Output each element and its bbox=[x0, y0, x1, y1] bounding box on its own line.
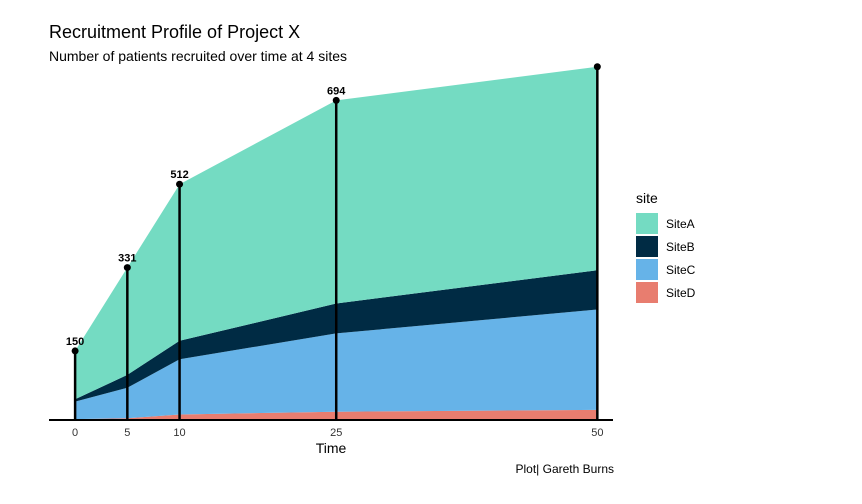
x-tick-label: 50 bbox=[591, 427, 603, 439]
legend: site SiteA SiteB SiteC SiteD bbox=[636, 190, 695, 304]
chart-subtitle: Number of patients recruited over time a… bbox=[49, 48, 348, 64]
legend-item-siteb: SiteB bbox=[636, 235, 695, 258]
total-point-0 bbox=[71, 347, 79, 355]
total-label-3: 694 bbox=[327, 85, 346, 97]
legend-swatch-sitec bbox=[636, 259, 658, 280]
legend-title: site bbox=[636, 190, 658, 206]
x-tick-label: 5 bbox=[124, 427, 130, 439]
legend-swatch-sited bbox=[636, 282, 658, 303]
total-label-0: 150 bbox=[66, 336, 84, 348]
total-label-1: 331 bbox=[118, 253, 136, 265]
x-tick-label: 10 bbox=[173, 427, 185, 439]
legend-label-siteb: SiteB bbox=[666, 239, 695, 254]
legend-item-sitec: SiteC bbox=[636, 258, 695, 281]
legend-label-sitea: SiteA bbox=[666, 216, 695, 231]
chart-title: Recruitment Profile of Project X bbox=[49, 22, 301, 42]
total-point-1 bbox=[123, 264, 131, 272]
legend-label-sited: SiteD bbox=[666, 285, 696, 300]
total-label-2: 512 bbox=[170, 169, 188, 181]
x-tick-label: 25 bbox=[330, 427, 342, 439]
legend-item-sitea: SiteA bbox=[636, 212, 695, 235]
chart-caption: Plot| Gareth Burns bbox=[515, 462, 615, 476]
legend-swatch-sitea bbox=[636, 213, 658, 234]
x-tick-label: 0 bbox=[72, 427, 78, 439]
area-siteb bbox=[75, 270, 598, 402]
total-point-3 bbox=[332, 96, 340, 104]
legend-label-sitec: SiteC bbox=[666, 262, 696, 277]
legend-swatch-siteb bbox=[636, 236, 658, 257]
x-axis-title: Time bbox=[316, 440, 347, 456]
total-point-2 bbox=[176, 180, 184, 188]
total-point-4 bbox=[593, 63, 601, 71]
legend-item-sited: SiteD bbox=[636, 281, 695, 304]
